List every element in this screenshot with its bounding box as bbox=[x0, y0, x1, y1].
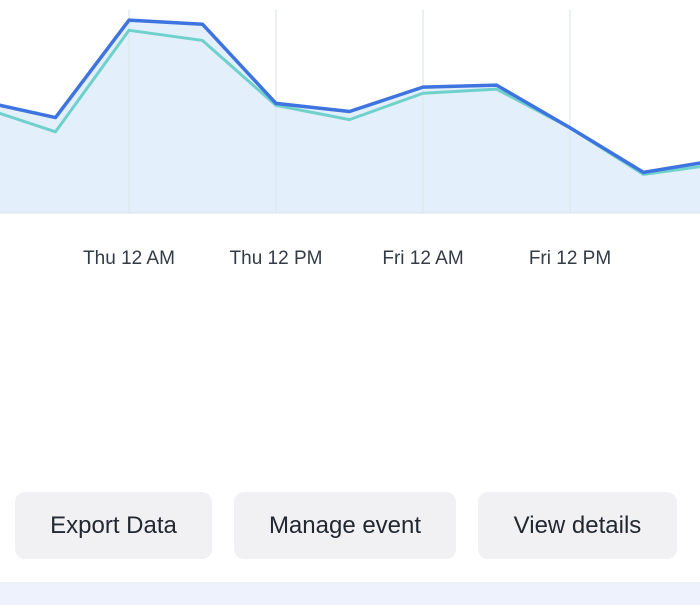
action-bar: Export Data Manage event View details bbox=[0, 492, 700, 560]
series-line-0 bbox=[0, 18, 700, 175]
manage-event-button[interactable]: Manage event bbox=[234, 492, 456, 559]
x-tick-label: Thu 12 PM bbox=[230, 248, 323, 269]
bottom-panel bbox=[0, 582, 700, 605]
series-area-fill bbox=[0, 20, 700, 213]
x-tick-label: Thu 12 AM bbox=[83, 248, 175, 269]
x-tick-label: Fri 12 AM bbox=[382, 248, 463, 269]
view-details-button[interactable]: View details bbox=[478, 492, 677, 559]
x-tick-label: Fri 12 PM bbox=[529, 248, 611, 269]
export-data-button[interactable]: Export Data bbox=[15, 492, 212, 559]
